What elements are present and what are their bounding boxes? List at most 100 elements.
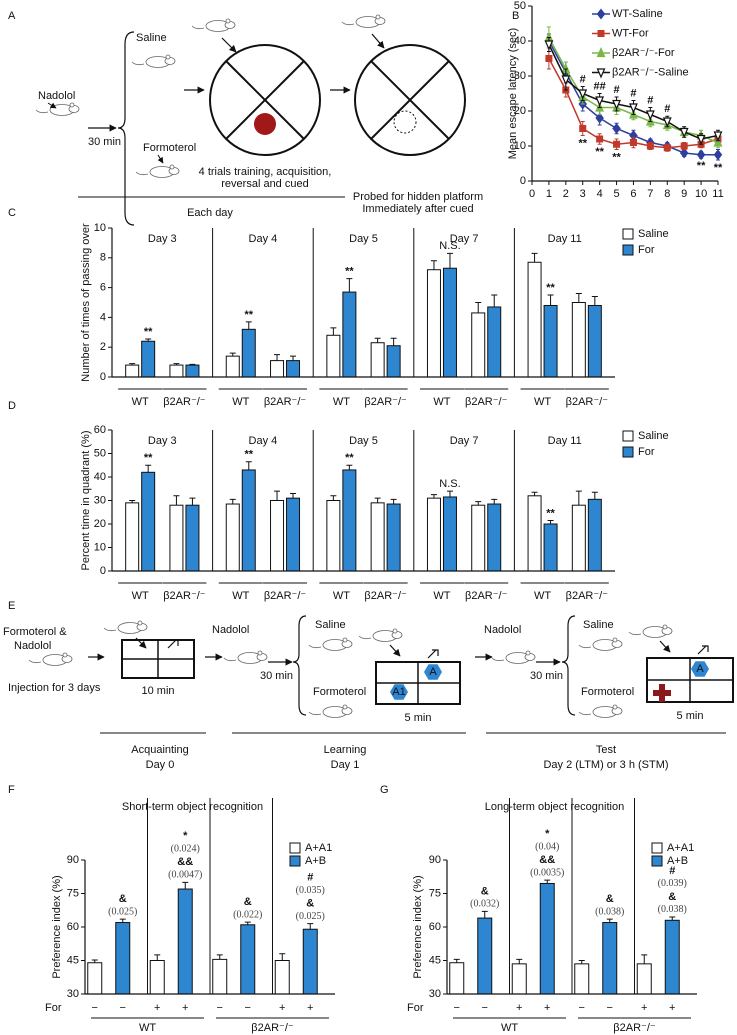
x-tick-label: − <box>245 1002 251 1014</box>
mouse <box>341 14 386 28</box>
label: Nadolol <box>38 90 75 102</box>
error-bar <box>330 495 337 501</box>
mouse <box>28 652 73 666</box>
error-bar <box>374 497 381 503</box>
mouse <box>491 650 536 664</box>
x-tick-label: β2AR⁻/⁻ <box>465 396 508 408</box>
label: Nadolol <box>484 624 521 636</box>
legend-label: WT-Saline <box>612 8 663 20</box>
label: Acquainting <box>131 744 189 756</box>
error-bar <box>591 296 598 306</box>
panel-label: F <box>8 784 15 796</box>
bar <box>539 882 555 995</box>
bar <box>115 922 131 995</box>
label: 30 min <box>260 670 293 682</box>
bar <box>225 355 240 378</box>
object <box>691 661 709 677</box>
y-tick-label: 10 <box>514 140 526 152</box>
y-axis-label: Preference index (%) <box>51 875 63 978</box>
bar <box>270 360 285 378</box>
error-bar <box>481 910 488 919</box>
bar <box>636 963 652 995</box>
error-bar <box>446 490 453 497</box>
x-tick-label: WT <box>232 396 249 408</box>
x-tick-label: 5 <box>613 188 619 200</box>
annotation: ## <box>594 80 606 92</box>
annotation: ** <box>612 151 621 163</box>
y-tick-label: 10 <box>94 222 106 234</box>
bar <box>212 958 228 995</box>
bar <box>169 504 184 572</box>
marker <box>713 131 723 142</box>
error-bar <box>307 923 314 930</box>
diagram-a: A Nadolol 30 min Saline Formoterol 4 tri… <box>8 10 483 226</box>
x-tick-label: − <box>217 1002 223 1014</box>
legend-swatch <box>622 430 634 442</box>
y-tick-label: 60 <box>67 921 79 933</box>
marker <box>596 68 606 79</box>
error-bar <box>531 491 538 496</box>
annotation: (0.0047) <box>168 870 202 881</box>
bar <box>125 364 140 378</box>
error-bar <box>173 495 180 506</box>
legend-swatch <box>651 842 663 854</box>
label: Test <box>596 744 616 756</box>
annotation: ** <box>345 452 354 464</box>
y-tick-label: 60 <box>429 921 441 933</box>
bar <box>511 963 527 995</box>
treatment-label: For <box>407 1002 424 1014</box>
label: Formoterol & <box>3 626 67 638</box>
hidden-platform <box>393 110 417 134</box>
legend-swatch <box>651 855 663 867</box>
arrow <box>427 649 439 659</box>
y-tick-label: 50 <box>94 447 106 459</box>
error-bar <box>641 954 648 964</box>
marker <box>596 47 606 58</box>
marker <box>578 89 588 100</box>
label: Saline <box>315 619 346 631</box>
error-bar <box>453 958 460 963</box>
annotation: # <box>669 865 675 877</box>
annotation: ** <box>578 137 587 149</box>
y-axis-label: Preference index (%) <box>412 875 424 978</box>
error-bar <box>274 490 281 501</box>
bar <box>169 364 184 378</box>
legend-label: β2AR⁻/⁻-For <box>612 47 675 59</box>
error-bar <box>229 498 236 505</box>
annotation: ** <box>244 309 253 321</box>
x-tick-label: − <box>120 1002 126 1014</box>
annotation: ** <box>595 146 604 158</box>
error-bar <box>145 464 152 473</box>
marker <box>595 112 604 124</box>
marker <box>646 142 654 150</box>
x-tick-label: WT <box>333 590 350 602</box>
bar <box>571 504 586 572</box>
x-tick-label: 10 <box>695 188 707 200</box>
marker <box>696 149 706 161</box>
y-tick-label: 0 <box>100 565 106 577</box>
error-bar <box>591 491 598 500</box>
object-label: A1 <box>392 686 405 698</box>
annotation: ** <box>144 326 153 338</box>
group-label: β2AR⁻/⁻ <box>613 1022 656 1034</box>
label: Immediately after cued <box>362 203 473 215</box>
error-bar <box>274 354 281 361</box>
panel-label: G <box>380 784 389 796</box>
error-bar <box>290 492 297 499</box>
bar <box>487 306 502 378</box>
group-label: Day 7 <box>450 233 479 245</box>
label: Each day <box>187 207 233 219</box>
y-axis-label: Percent time in quadrant (%) <box>80 430 92 570</box>
marker <box>679 147 689 159</box>
arrow <box>221 37 237 53</box>
group-label: Day 11 <box>548 233 582 245</box>
pool <box>209 44 321 156</box>
annotation: & <box>306 898 314 910</box>
label: Probed for hidden platform <box>353 191 483 203</box>
mouse <box>135 164 180 178</box>
annotation: (0.04) <box>535 841 559 852</box>
bar <box>185 364 200 378</box>
marker <box>597 30 605 37</box>
error-bar <box>669 916 676 921</box>
mouse <box>308 704 353 718</box>
